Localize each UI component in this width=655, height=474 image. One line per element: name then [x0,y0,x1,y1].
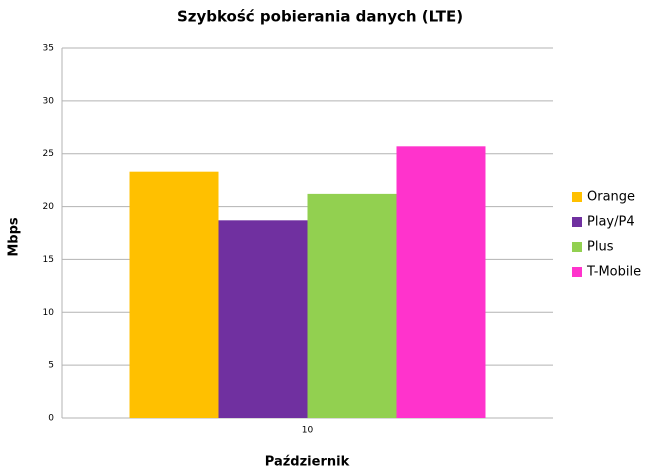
x-tick-label: 10 [302,426,314,436]
y-axis-label: Mbps [7,217,22,257]
bar [129,171,219,418]
y-tick-label: 35 [43,44,54,54]
legend-label: Play/P4 [587,215,635,230]
y-tick-label: 30 [43,96,55,106]
legend-swatch [572,192,582,202]
x-axis-label: Październik [265,455,350,470]
bar [307,193,397,418]
legend-swatch [572,267,582,277]
y-tick-label: 25 [43,149,54,159]
bar [396,146,486,419]
y-tick-label: 10 [43,308,55,318]
y-tick-label: 5 [48,361,54,371]
legend-swatch [572,242,582,252]
legend-swatch [572,217,582,227]
legend-label: T-Mobile [586,265,641,280]
y-tick-label: 20 [43,202,55,212]
chart-title: Szybkość pobierania danych (LTE) [177,8,463,26]
legend-label: Plus [587,240,614,255]
bar [218,220,308,418]
y-tick-label: 0 [48,414,54,424]
legend-label: Orange [587,190,635,205]
y-tick-label: 15 [43,255,54,265]
